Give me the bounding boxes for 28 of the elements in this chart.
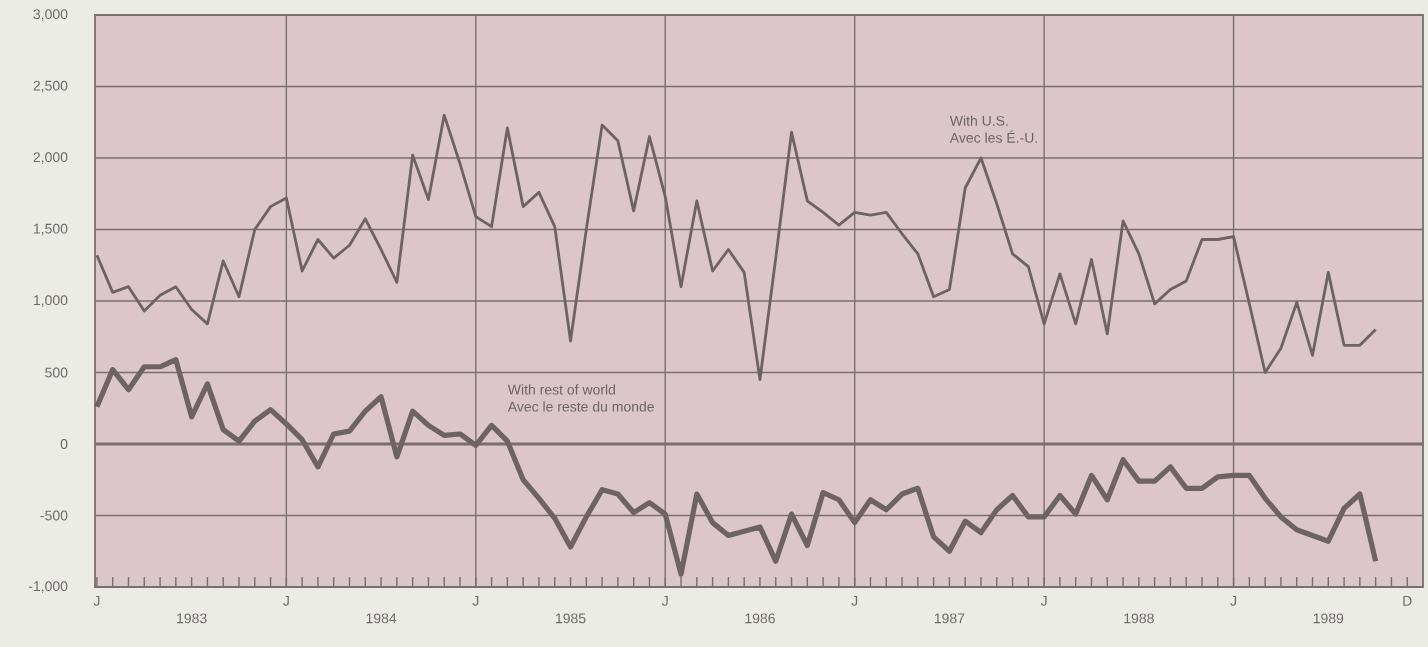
annotation: Avec les É.-U.	[949, 130, 1037, 143]
text: 1988	[1124, 613, 1154, 624]
y-tick-label: 2,000	[33, 152, 68, 164]
x-tick-label: J	[851, 596, 858, 606]
y-tick-label: 1,500	[33, 223, 68, 236]
y-tick-label: 2,500	[33, 80, 68, 93]
text: With U.S.	[949, 115, 1008, 126]
text: 1984	[366, 613, 397, 624]
y-tick-label: -500	[40, 510, 68, 521]
text: 1985	[556, 613, 586, 624]
y-tick-label: 1,000	[33, 295, 68, 307]
y-tick-label: 3,000	[33, 9, 68, 21]
text: With rest of world	[507, 384, 615, 395]
text: 1987	[934, 613, 965, 624]
text: 1983	[177, 613, 207, 624]
x-tick-label: D	[1403, 596, 1412, 606]
x-tick-label: J	[1230, 596, 1237, 606]
x-tick-label: J	[661, 596, 668, 606]
text: 1989	[1313, 613, 1344, 624]
annotation: Avec le reste du monde	[507, 401, 654, 412]
x-tick-label: J	[1040, 596, 1047, 606]
x-tick-label: J	[93, 596, 100, 606]
text: 1986	[745, 613, 775, 624]
y-tick-label: -1,000	[28, 581, 68, 593]
x-tick-label: J	[283, 596, 289, 606]
y-tick-label: 0	[60, 439, 68, 449]
x-tick-label: J	[472, 596, 479, 606]
y-tick-label: 500	[45, 367, 68, 378]
